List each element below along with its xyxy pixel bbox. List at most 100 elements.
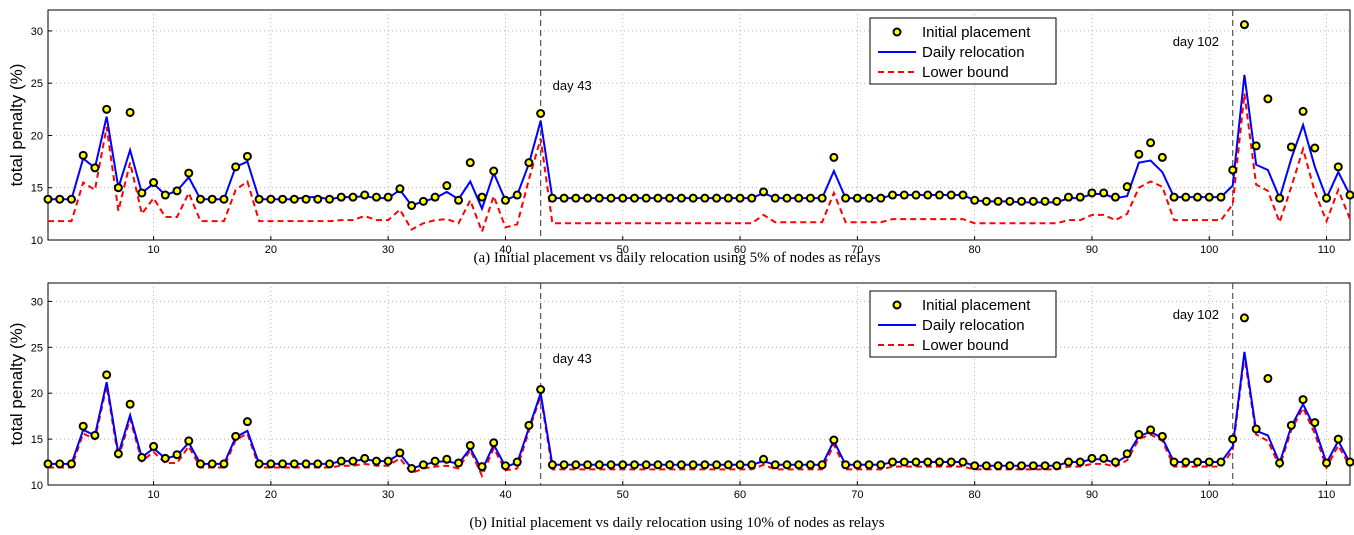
y-tick-label: 30 xyxy=(31,26,43,38)
data-point-initial-placement xyxy=(313,459,323,469)
data-point-initial-placement xyxy=(735,193,745,203)
data-point-initial-placement xyxy=(712,460,722,470)
data-point-initial-placement xyxy=(149,441,159,451)
data-point-initial-placement xyxy=(66,194,76,204)
data-point-initial-placement xyxy=(500,461,510,471)
data-point-initial-placement xyxy=(594,193,604,203)
data-point-initial-placement xyxy=(688,193,698,203)
data-point-initial-placement xyxy=(981,461,991,471)
data-point-initial-placement xyxy=(102,104,112,114)
data-point-initial-placement xyxy=(934,457,944,467)
data-point-initial-placement xyxy=(1075,192,1085,202)
legend-label: Initial placement xyxy=(922,24,1031,41)
data-point-initial-placement xyxy=(383,456,393,466)
data-point-initial-placement xyxy=(817,460,827,470)
plot-area xyxy=(47,9,1351,241)
x-tick-label: 60 xyxy=(734,244,746,256)
data-point-initial-placement xyxy=(66,459,76,469)
data-point-initial-placement xyxy=(55,194,65,204)
series-group xyxy=(43,20,1354,235)
data-point-initial-placement xyxy=(665,193,675,203)
data-point-initial-placement xyxy=(489,438,499,448)
x-tick-label: 40 xyxy=(499,244,511,256)
x-tick-label: 70 xyxy=(851,244,863,256)
x-tick-label: 80 xyxy=(969,489,981,501)
data-point-initial-placement xyxy=(747,460,757,470)
data-point-initial-placement xyxy=(477,192,487,202)
data-point-initial-placement xyxy=(888,190,898,200)
data-point-initial-placement xyxy=(536,109,546,118)
data-point-initial-placement xyxy=(500,195,510,205)
data-point-initial-placement xyxy=(1087,188,1097,198)
data-point-initial-placement xyxy=(254,194,264,204)
data-point-initial-placement xyxy=(207,459,217,469)
data-point-initial-placement xyxy=(770,193,780,203)
data-point-initial-placement xyxy=(653,193,663,203)
data-point-initial-placement xyxy=(958,457,968,467)
data-point-initial-placement xyxy=(1063,457,1073,467)
data-point-initial-placement xyxy=(407,463,417,473)
series-group xyxy=(43,313,1354,479)
data-point-initial-placement xyxy=(583,193,593,203)
data-point-initial-placement xyxy=(805,193,815,203)
data-point-initial-placement xyxy=(1040,461,1050,471)
data-point-initial-placement xyxy=(923,457,933,467)
data-point-initial-placement xyxy=(852,460,862,470)
x-tick-label: 90 xyxy=(1086,244,1098,256)
x-tick-label: 50 xyxy=(617,244,629,256)
data-point-initial-placement xyxy=(1298,395,1308,405)
data-point-initial-placement xyxy=(348,192,358,202)
data-point-initial-placement xyxy=(1099,188,1109,198)
data-point-initial-placement xyxy=(1052,461,1062,471)
data-point-initial-placement xyxy=(172,450,182,460)
data-point-initial-placement xyxy=(78,150,88,160)
data-point-initial-placement xyxy=(723,460,733,470)
data-point-initial-placement xyxy=(278,459,288,469)
chart-panel-a: 10 20 30 40 50 60 70 80 90 100 110 10 15 20 25 30 total… xyxy=(7,9,1354,266)
y-axis-label: total penalty (%) xyxy=(7,64,26,187)
data-point-initial-placement xyxy=(113,449,123,459)
data-point-initial-placement xyxy=(1310,143,1320,153)
data-point-initial-placement xyxy=(289,194,299,204)
data-point-initial-placement xyxy=(1286,420,1296,430)
data-point-initial-placement xyxy=(1134,149,1144,159)
data-point-initial-placement xyxy=(899,190,909,200)
data-point-initial-placement xyxy=(231,162,241,172)
data-point-initial-placement xyxy=(184,168,194,178)
data-point-initial-placement xyxy=(1251,424,1261,434)
data-point-initial-placement xyxy=(325,194,335,204)
series-line-lower-bound xyxy=(48,356,1351,479)
data-point-initial-placement xyxy=(1169,457,1179,467)
data-point-initial-placement xyxy=(700,460,710,470)
x-tick-label: 10 xyxy=(147,244,159,256)
data-point-initial-placement xyxy=(841,193,851,203)
data-point-initial-placement xyxy=(43,459,53,469)
data-point-initial-placement xyxy=(923,190,933,200)
y-tick-label: 15 xyxy=(31,434,43,446)
x-tick-label: 20 xyxy=(265,244,277,256)
data-point-initial-placement xyxy=(1345,457,1354,467)
data-point-initial-placement xyxy=(242,151,252,161)
data-point-initial-placement xyxy=(1169,192,1179,202)
data-point-initial-placement xyxy=(1298,106,1308,116)
data-point-initial-placement xyxy=(1134,430,1144,439)
data-point-initial-placement xyxy=(735,460,745,470)
data-point-initial-placement xyxy=(536,385,546,395)
y-tick-label: 20 xyxy=(31,388,43,400)
y-tick-label: 20 xyxy=(31,130,43,142)
data-point-initial-placement xyxy=(1157,152,1167,162)
data-point-initial-placement xyxy=(78,421,88,431)
data-point-initial-placement xyxy=(90,430,100,440)
data-point-initial-placement xyxy=(325,459,335,469)
series-line-daily-relocation xyxy=(48,74,1351,212)
data-point-initial-placement xyxy=(1275,193,1285,203)
data-point-initial-placement xyxy=(1193,457,1203,467)
data-point-initial-placement xyxy=(712,193,722,203)
data-point-initial-placement xyxy=(970,461,980,471)
data-point-initial-placement xyxy=(1251,141,1261,151)
data-point-initial-placement xyxy=(137,188,147,198)
data-point-initial-placement xyxy=(184,436,194,446)
data-point-initial-placement xyxy=(172,186,182,196)
legend-entry-lower: Lower bound xyxy=(878,64,1009,81)
data-point-initial-placement xyxy=(782,460,792,470)
